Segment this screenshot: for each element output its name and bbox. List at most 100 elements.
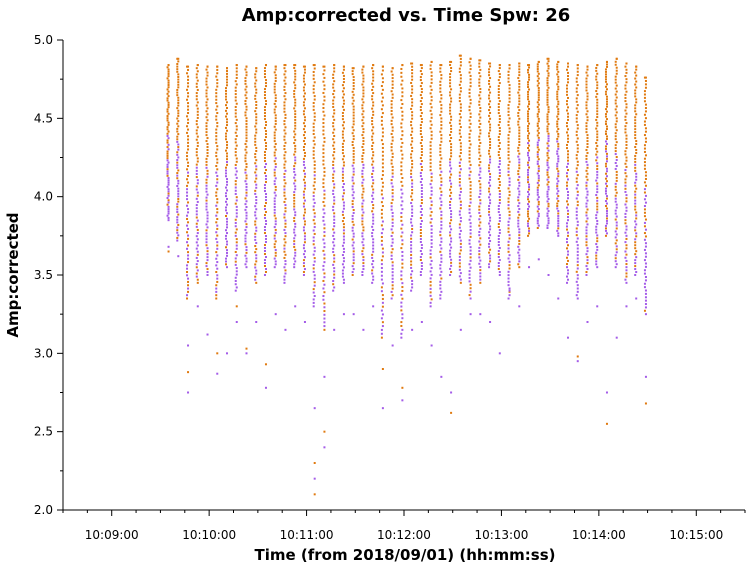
data-point [303, 199, 306, 202]
data-point [567, 96, 570, 99]
data-point [401, 141, 404, 144]
data-point [372, 278, 375, 281]
data-point [205, 92, 208, 95]
data-point [528, 200, 531, 203]
data-point [488, 231, 491, 234]
data-point [351, 188, 354, 191]
data-point [518, 62, 521, 65]
data-point [430, 190, 433, 193]
data-point [264, 238, 267, 241]
data-point [488, 74, 491, 77]
data-point [625, 281, 628, 284]
data-point [429, 67, 432, 70]
data-point [567, 212, 570, 215]
data-point [440, 180, 443, 183]
data-point [400, 138, 403, 141]
data-point [624, 203, 627, 206]
data-point [283, 67, 286, 70]
data-point [380, 84, 383, 87]
data-point [605, 142, 608, 145]
data-point [517, 210, 520, 213]
data-point [283, 256, 286, 259]
data-point [459, 148, 462, 151]
data-point [635, 151, 638, 154]
data-point [245, 122, 248, 125]
data-point [615, 176, 618, 179]
data-point [596, 199, 599, 202]
data-point [517, 149, 520, 152]
data-point [615, 141, 618, 144]
data-point [312, 184, 315, 187]
data-point [400, 332, 403, 335]
data-point [255, 88, 258, 91]
data-point [518, 71, 521, 74]
data-point [167, 143, 170, 146]
data-point [400, 161, 403, 164]
data-point [225, 172, 228, 175]
data-point [322, 91, 325, 94]
data-point [322, 268, 325, 271]
data-point [216, 72, 219, 75]
data-point [625, 62, 628, 65]
data-point-outlier [216, 352, 219, 355]
data-point [362, 95, 365, 98]
data-point [264, 103, 267, 106]
data-point [625, 112, 628, 115]
data-point [225, 215, 228, 218]
data-point [449, 231, 452, 234]
data-point [566, 109, 569, 112]
data-point [508, 287, 511, 290]
data-point [410, 202, 413, 205]
data-point [391, 185, 394, 188]
data-point [263, 187, 266, 190]
data-point [547, 74, 550, 77]
data-point [263, 259, 266, 262]
data-point [567, 234, 570, 237]
data-point [450, 191, 453, 194]
data-point [177, 192, 180, 195]
data-point [342, 266, 345, 269]
data-point [245, 108, 248, 111]
data-point [333, 257, 336, 260]
data-point [264, 211, 267, 214]
data-point [536, 172, 539, 175]
data-point [585, 202, 588, 205]
data-point [293, 107, 296, 110]
data-point [322, 103, 325, 106]
data-point [245, 226, 248, 229]
data-point [420, 178, 423, 181]
data-point [420, 193, 423, 196]
data-point [245, 177, 248, 180]
data-point [546, 154, 549, 157]
data-point [254, 245, 257, 248]
data-point [342, 235, 345, 238]
data-point [187, 227, 190, 230]
data-point [566, 275, 569, 278]
data-point [391, 126, 394, 129]
data-point [596, 173, 599, 176]
data-point [352, 79, 355, 82]
data-point [527, 125, 530, 128]
data-point [449, 252, 452, 255]
data-point [274, 220, 277, 223]
data-point [635, 271, 638, 274]
data-point [497, 94, 500, 97]
data-point [361, 125, 364, 128]
data-point [380, 317, 383, 320]
data-point [216, 224, 219, 227]
data-point [176, 177, 179, 180]
data-point [546, 227, 549, 229]
data-point [605, 88, 608, 91]
data-point [216, 261, 219, 264]
data-point [206, 137, 209, 140]
data-point [362, 163, 365, 166]
data-point [273, 85, 276, 88]
data-point [341, 173, 344, 176]
data-point [615, 239, 618, 242]
data-point [303, 184, 306, 187]
data-point [226, 141, 229, 144]
data-point [479, 122, 482, 125]
data-point [176, 185, 179, 188]
data-point [498, 175, 501, 178]
data-point [293, 202, 296, 205]
